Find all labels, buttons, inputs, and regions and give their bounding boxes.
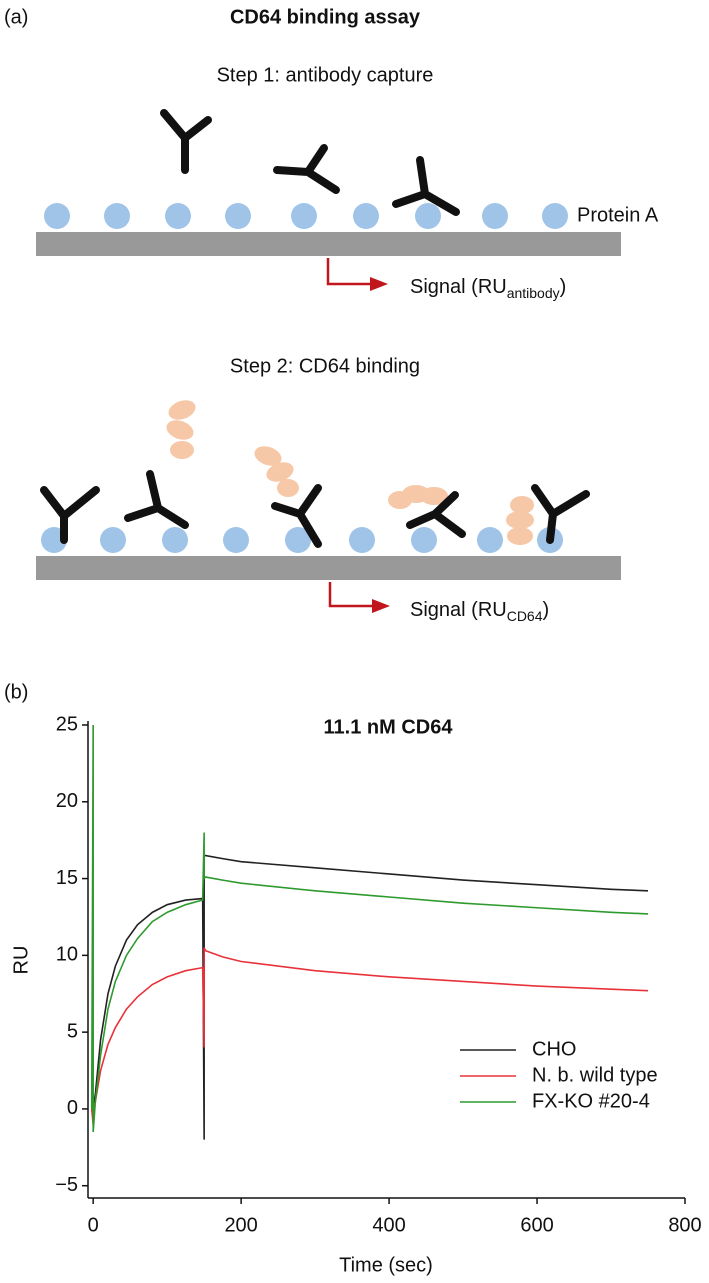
- surface: [36, 556, 621, 580]
- y-tick-label: 5: [67, 1020, 78, 1042]
- signal-label: Signal (RUantibody): [410, 276, 566, 300]
- signal-arrow: [328, 582, 374, 608]
- signal-subscript: antibody: [507, 285, 560, 301]
- x-tick-label: 400: [372, 1214, 405, 1236]
- series-line: [90, 724, 649, 1133]
- antibody: [160, 109, 212, 174]
- y-tick-label: −5: [55, 1174, 78, 1196]
- step1-diagram: [36, 109, 621, 291]
- x-tick-label: 800: [668, 1214, 701, 1236]
- panel-label: (b): [4, 681, 28, 703]
- protein-a: [41, 527, 563, 553]
- antibody: [40, 486, 100, 544]
- step2-diagram: [36, 400, 621, 613]
- arrow-head: [370, 277, 388, 291]
- legend-label: FX-KO #20-4: [532, 1090, 650, 1112]
- x-axis-label: Time (sec): [339, 1254, 433, 1276]
- signal-text: ): [560, 276, 567, 298]
- signal-text: Signal (RU: [410, 599, 507, 621]
- x-tick-label: 600: [520, 1214, 553, 1236]
- antibody: [531, 484, 590, 544]
- step-title: Step 1: antibody capture: [217, 64, 434, 86]
- signal-text: ): [543, 599, 550, 621]
- y-axis-label: RU: [10, 946, 32, 975]
- signal-arrow: [326, 258, 372, 286]
- antibody: [271, 484, 322, 548]
- diagram-title: CD64 binding assay: [230, 6, 421, 28]
- y-tick-label: 20: [56, 790, 78, 812]
- legend-label: N. b. wild type: [532, 1064, 658, 1086]
- y-tick-label: 10: [56, 944, 78, 966]
- legend-label: CHO: [532, 1038, 576, 1060]
- cd64: [166, 400, 534, 545]
- protein-a: [44, 203, 568, 229]
- step-title: Step 2: CD64 binding: [230, 355, 420, 377]
- antibody: [124, 470, 189, 529]
- series-line: [90, 947, 649, 1125]
- x-tick-label: 0: [88, 1214, 99, 1236]
- signal-label: Signal (RUCD64): [410, 599, 549, 623]
- y-tick-label: 15: [56, 867, 78, 889]
- protein-a-label: Protein A: [577, 204, 659, 226]
- x-tick-label: 200: [224, 1214, 257, 1236]
- antibody: [273, 144, 340, 194]
- antibody: [406, 491, 466, 538]
- antibody: [392, 156, 460, 216]
- y-tick-label: 0: [67, 1097, 78, 1119]
- y-tick-label: 25: [56, 713, 78, 735]
- chart-title: 11.1 nM CD64: [324, 716, 454, 738]
- panel-label: (a): [4, 6, 28, 28]
- signal-subscript: CD64: [507, 608, 543, 624]
- arrow-head: [372, 599, 390, 613]
- surface: [36, 232, 621, 256]
- signal-text: Signal (RU: [410, 276, 507, 298]
